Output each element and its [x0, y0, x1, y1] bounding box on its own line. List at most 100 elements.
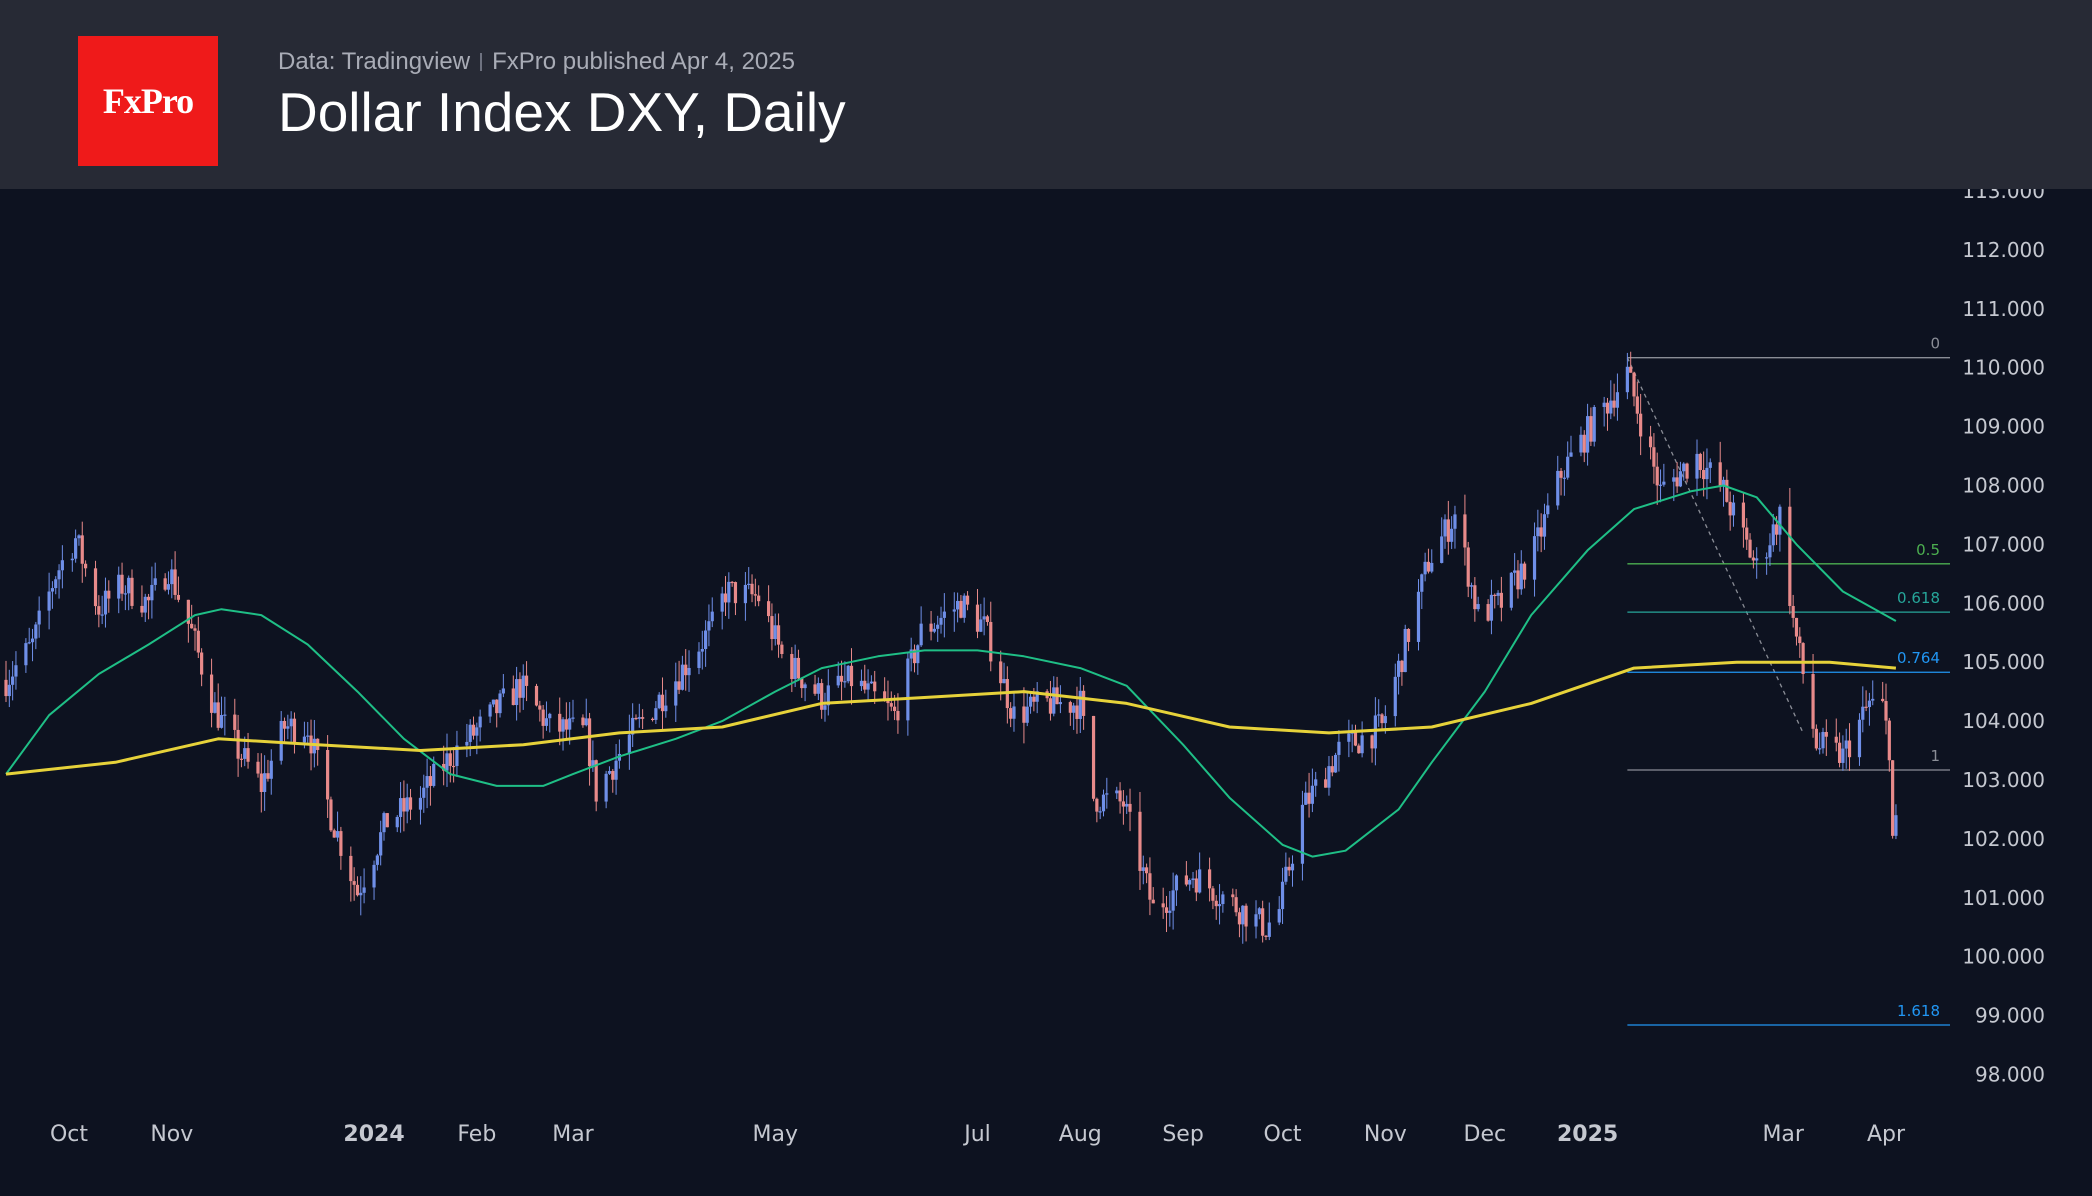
candle-body: [1440, 536, 1444, 563]
candle-body: [289, 718, 293, 727]
candle-body: [1403, 628, 1407, 673]
y-tick-label: 110.000: [1962, 356, 2045, 380]
candle-body: [952, 609, 956, 612]
candle-body: [1091, 715, 1096, 799]
candle-body: [1423, 561, 1427, 575]
candle-body: [1194, 878, 1198, 893]
candle-body: [375, 855, 379, 865]
candle-body: [1310, 785, 1314, 804]
candle-body: [1420, 574, 1424, 592]
candle-body: [1035, 691, 1039, 702]
candle-body: [790, 654, 794, 679]
candle-body: [607, 770, 612, 774]
candle-body: [127, 577, 131, 594]
candle-body: [1184, 875, 1188, 885]
candle-body: [936, 624, 940, 629]
candle-body: [521, 675, 525, 698]
candle-body: [236, 729, 240, 759]
candle-body: [442, 763, 446, 771]
candle-body: [687, 667, 691, 676]
candle-body: [1383, 716, 1387, 724]
candle-body: [780, 644, 784, 655]
ma-fast-line: [5, 484, 1897, 858]
candle-body: [757, 595, 761, 602]
candle-body: [163, 578, 167, 590]
candle-body: [359, 892, 363, 896]
candle-body: [697, 651, 701, 668]
candle-body: [501, 688, 505, 694]
candle-body: [959, 600, 963, 618]
candle-body: [1788, 506, 1792, 606]
candle-body: [985, 616, 990, 622]
candle-body: [1708, 462, 1712, 468]
candle-body: [292, 718, 297, 743]
candle-body: [120, 574, 124, 594]
candle-body: [747, 583, 751, 586]
candle-body: [1048, 698, 1053, 714]
candle-body: [1592, 406, 1596, 442]
candle-body: [1025, 706, 1029, 723]
candle-body: [591, 760, 595, 767]
candle-body: [1559, 470, 1563, 478]
candle-body: [1811, 674, 1815, 729]
candle-body: [1861, 706, 1865, 720]
candle-body: [263, 773, 267, 792]
candle-body: [1662, 481, 1666, 485]
candle-body: [1198, 869, 1202, 893]
price-chart: 0 0.5 0.618 0.764 1 1.618 113.000 112.000 111.0…: [4, 189, 2045, 1147]
candle-body: [700, 648, 704, 652]
candle-body: [34, 624, 38, 639]
x-tick-label: Nov: [1364, 1122, 1407, 1147]
candle-body: [1639, 413, 1643, 437]
candle-body: [239, 758, 244, 760]
candle-body: [372, 864, 376, 888]
candle-body: [654, 708, 658, 720]
candle-body: [1370, 735, 1374, 749]
candle-body: [355, 884, 360, 896]
candle-body: [1884, 701, 1888, 721]
candle-body: [219, 715, 224, 728]
candle-body: [1473, 585, 1477, 610]
candle-body: [1257, 908, 1261, 915]
candle-body: [1695, 453, 1699, 479]
candle-body: [849, 665, 854, 687]
candle-body: [684, 664, 688, 676]
candle-body: [491, 699, 496, 705]
candle-body: [1864, 706, 1868, 708]
candle-body: [637, 717, 641, 719]
candle-body: [1625, 366, 1629, 393]
candle-body: [382, 813, 386, 833]
candle-body: [767, 601, 771, 617]
candle-body: [1539, 527, 1543, 537]
candle-body: [843, 681, 847, 683]
fxpro-logo: FxPro: [78, 36, 218, 166]
candle-body: [1629, 366, 1633, 373]
x-tick-label: Oct: [1264, 1122, 1302, 1147]
candle-body: [286, 726, 290, 729]
candle-body: [130, 577, 134, 606]
candle-body: [100, 614, 104, 616]
x-tick-label: Jul: [962, 1122, 991, 1147]
y-tick-label: 101.000: [1962, 886, 2045, 910]
candle-body: [70, 558, 74, 561]
candle-body: [518, 679, 522, 698]
candle-body: [1745, 527, 1749, 540]
candle-body: [796, 657, 801, 679]
candle-body: [1115, 790, 1119, 794]
candle-body: [1075, 705, 1079, 719]
candle-body: [750, 583, 754, 595]
candle-body: [743, 584, 748, 604]
candle-body: [1589, 416, 1593, 442]
x-tick-label: May: [753, 1122, 798, 1147]
x-tick-label: Sep: [1162, 1122, 1203, 1147]
candle-body: [1261, 908, 1265, 936]
candle-body: [7, 684, 11, 697]
candle-body: [866, 683, 870, 690]
candle-body: [846, 665, 850, 682]
candle-body: [27, 642, 31, 644]
candle-body: [839, 675, 844, 682]
candle-body: [256, 761, 260, 774]
candle-body: [1416, 591, 1421, 642]
candle-body: [979, 619, 983, 632]
candle-body: [80, 535, 84, 564]
